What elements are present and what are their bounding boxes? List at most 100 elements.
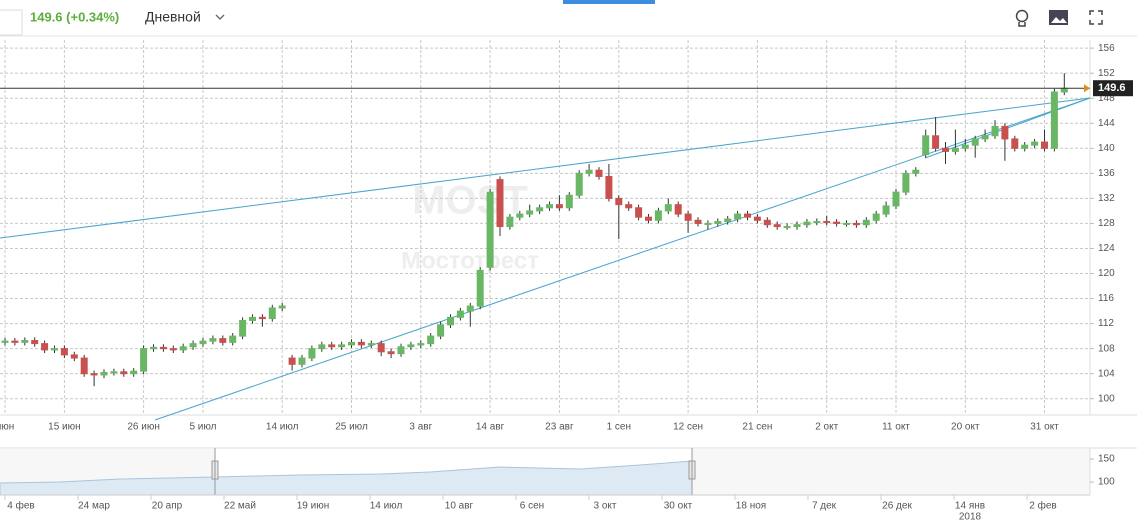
- image-icon[interactable]: [1049, 10, 1068, 25]
- candle-body: [328, 344, 336, 348]
- candle-body: [961, 144, 969, 149]
- navigator-label: 26 дек: [882, 501, 912, 512]
- grid: [0, 40, 1090, 415]
- candle-body: [714, 221, 722, 224]
- x-tick-label: 20 окт: [951, 422, 980, 433]
- navigator-label: 22 май: [224, 501, 256, 512]
- y-tick-label: 152: [1098, 68, 1115, 79]
- navigator-mask-right: [692, 448, 1090, 495]
- candle-body: [357, 341, 365, 346]
- navigator-label: 7 дек: [812, 501, 837, 512]
- price-change: 149.6 (+0.34%): [30, 9, 119, 24]
- candle-body: [31, 340, 39, 345]
- candle-body: [724, 218, 732, 223]
- candle-body: [348, 341, 355, 346]
- watermark-subtitle: Мостотрест: [401, 247, 539, 274]
- x-tick-label: 15 июн: [48, 422, 81, 433]
- navigator-label: 14 янв: [955, 501, 985, 512]
- candle-body: [496, 179, 504, 228]
- candle-body: [21, 340, 29, 343]
- active-tab[interactable]: [563, 0, 655, 4]
- x-tick-label: 3 авг: [409, 422, 432, 433]
- navigator-label: 20 апр: [152, 501, 183, 512]
- x-tick-label: 14 июл: [266, 422, 299, 433]
- candle-body: [1041, 141, 1048, 149]
- candle-body: [654, 210, 662, 221]
- dropdown-icon[interactable]: [215, 14, 225, 20]
- x-tick-label: 31 окт: [1030, 422, 1059, 433]
- candle-body: [843, 222, 850, 225]
- navigator-label: 4 фев: [7, 500, 34, 512]
- y-tick-label: 100: [1098, 393, 1115, 404]
- navigator-label: 30 окт: [664, 501, 693, 512]
- navigator-year: 2018: [959, 512, 982, 523]
- candle-body: [60, 348, 68, 356]
- candle-body: [189, 343, 197, 348]
- candle-body: [249, 316, 256, 321]
- candle-body: [575, 172, 583, 196]
- y-tick-label: 148: [1098, 93, 1115, 104]
- candle-body: [209, 338, 217, 342]
- x-tick-label: 14 авг: [476, 422, 505, 433]
- candle-body: [110, 371, 118, 374]
- candle-body: [763, 219, 771, 226]
- candle-body: [942, 147, 949, 152]
- candles: [1, 73, 1068, 387]
- candle-body: [516, 213, 524, 218]
- navigator-label: 24 мар: [78, 501, 110, 512]
- candle-body: [902, 172, 910, 193]
- x-tick-label: июн: [0, 422, 14, 433]
- candle-body: [951, 147, 959, 152]
- x-tick-label: 21 сен: [742, 422, 772, 433]
- last-price-marker: [1084, 84, 1090, 93]
- y-tick-label: 156: [1098, 43, 1115, 54]
- last-price-tag: [1093, 80, 1133, 97]
- fullscreen-icon[interactable]: [1089, 10, 1103, 25]
- candle-body: [882, 205, 890, 215]
- candle-body: [278, 305, 286, 309]
- candle-body: [803, 221, 811, 226]
- candle-body: [466, 305, 474, 312]
- candle-body: [734, 213, 742, 220]
- y-tick-label: 128: [1098, 218, 1115, 229]
- interval-selector[interactable]: Дневной: [145, 9, 201, 25]
- last-price-label: 149.6: [1098, 82, 1126, 94]
- y-tick-label: 140: [1098, 143, 1115, 154]
- navigator-label: 18 ноя: [736, 501, 766, 512]
- watermark: MOST: [412, 179, 528, 223]
- candle-body: [258, 316, 266, 320]
- candle-body: [447, 316, 454, 326]
- candle-body: [694, 219, 702, 224]
- candle-body: [367, 343, 375, 346]
- candle-body: [753, 216, 761, 221]
- candle-body: [130, 370, 138, 375]
- candle-body: [476, 269, 484, 307]
- candle-body: [1060, 87, 1068, 93]
- candle-body: [288, 357, 296, 365]
- candle-body: [892, 191, 900, 207]
- candle-body: [1, 340, 9, 343]
- candle-body: [744, 213, 751, 218]
- candle-body: [397, 346, 405, 355]
- candle-body: [595, 169, 603, 177]
- candle-body: [635, 207, 643, 218]
- candle-body: [219, 338, 227, 343]
- candle-body: [298, 357, 306, 365]
- input-box[interactable]: [0, 9, 23, 36]
- candle-body: [932, 135, 940, 149]
- candle-body: [1001, 125, 1009, 140]
- candle-body: [783, 226, 791, 229]
- candle-body: [546, 204, 553, 209]
- candle-body: [526, 210, 534, 215]
- navigator-label: 10 авг: [445, 501, 474, 512]
- candle-body: [813, 221, 821, 224]
- candle-body: [417, 343, 425, 346]
- candle-body: [387, 351, 395, 355]
- x-tick-label: 23 авг: [545, 422, 574, 433]
- candle-body: [922, 135, 930, 156]
- y-tick-label: 132: [1098, 193, 1115, 204]
- candle-body: [100, 371, 108, 376]
- bulb-icon[interactable]: [1015, 9, 1029, 27]
- x-tick-label: 2 окт: [815, 422, 838, 433]
